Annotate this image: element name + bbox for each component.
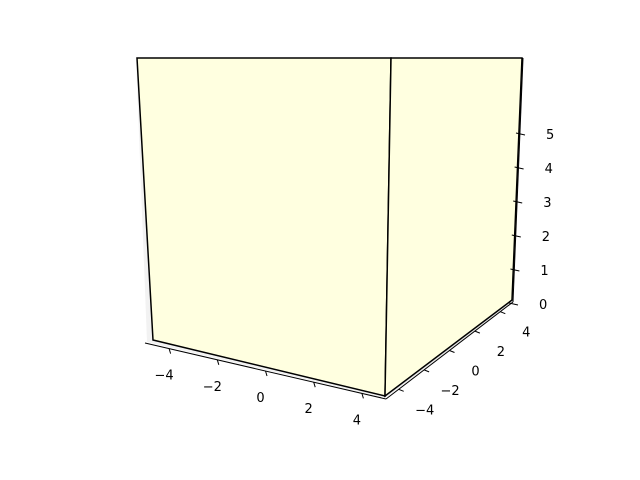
x-tick-mark bbox=[216, 359, 220, 365]
z-tick-label: 0 bbox=[539, 298, 547, 313]
x-tick-mark bbox=[361, 393, 364, 399]
x-tick-label: 2 bbox=[305, 402, 313, 417]
y-tick-label: 0 bbox=[471, 365, 479, 380]
y-tick-mark bbox=[500, 311, 506, 315]
z-tick-mark bbox=[511, 234, 521, 238]
z-tick-mark bbox=[513, 200, 523, 204]
x-tick-label: 0 bbox=[256, 391, 264, 406]
z-tick-label: 4 bbox=[545, 162, 553, 177]
y-tick-label: −4 bbox=[415, 403, 434, 418]
x-tick-label: −4 bbox=[155, 369, 174, 384]
bar-1-side-face bbox=[384, 57, 523, 398]
bar-1 bbox=[136, 57, 523, 398]
y-tick-label: 4 bbox=[522, 326, 530, 341]
x-tick-label: 4 bbox=[353, 413, 361, 428]
y-tick-label: 2 bbox=[497, 345, 505, 360]
y-tick-mark bbox=[398, 388, 404, 392]
y-tick-mark bbox=[449, 350, 455, 353]
z-tick-label: 1 bbox=[540, 264, 548, 279]
z-tick-label: 3 bbox=[543, 196, 551, 211]
y-axis-ticks: −4 −2 0 2 4 bbox=[398, 311, 530, 418]
z-axis-line bbox=[512, 57, 524, 303]
z-tick-label: 2 bbox=[542, 230, 550, 245]
z-tick-mark bbox=[508, 302, 519, 306]
z-tick-mark bbox=[510, 268, 520, 272]
bar-1-front-face bbox=[136, 57, 392, 397]
x-tick-mark bbox=[168, 348, 172, 354]
y-tick-mark bbox=[423, 369, 430, 373]
z-tick-mark bbox=[514, 166, 524, 170]
x-tick-mark bbox=[313, 382, 316, 388]
x-tick-mark bbox=[265, 370, 268, 377]
x-axis-ticks: −4 −2 0 2 4 bbox=[155, 348, 364, 428]
y-tick-label: −2 bbox=[441, 384, 460, 399]
z-axis-ticks: 0 1 2 3 4 5 bbox=[508, 128, 554, 313]
x-tick-label: −2 bbox=[203, 380, 222, 395]
z-tick-mark bbox=[515, 132, 526, 136]
z-tick-label: 5 bbox=[546, 128, 554, 143]
y-tick-mark bbox=[474, 330, 481, 334]
